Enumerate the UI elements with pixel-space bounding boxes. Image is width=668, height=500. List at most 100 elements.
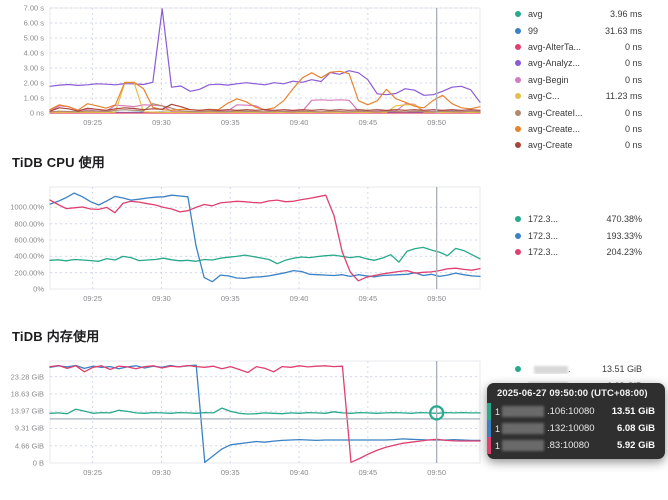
y-tick-label: 400.00% [14,251,44,261]
y-tick-label: 2.00 s [23,78,44,88]
legend-series-name: avg [528,9,543,20]
legend-color-dot [515,27,521,34]
legend-series-name: . [528,364,590,374]
legend-duration[interactable]: avg 3.96 ms 99 31.63 ms avg-AlterTa... 0 ns av… [515,6,665,154]
legend-item[interactable]: 99 31.63 ms [515,22,665,38]
x-tick-label: 09:25 [83,468,103,477]
legend-series-name: avg-CreateI... [528,107,583,118]
tooltip-series-color-bar [487,437,491,454]
y-tick-label: 23.28 GiB [10,372,44,382]
y-tick-label: 3.00 s [23,63,44,73]
redacted-ip-segment [502,423,544,434]
y-tick-label: 1000.00% [10,202,44,212]
chart-tidb-cpu[interactable]: 0% 200.00% 400.00% 600.00% 800.00% 1000.00% 0… [0,181,505,311]
x-tick-label: 09:40 [289,294,309,303]
legend-item[interactable]: . 13.51 GiB [515,361,665,377]
chart-tooltip: 2025-06-27 09:50:00 (UTC+08:00) 1 .106:10… [487,383,665,459]
tooltip-value: 5.92 GiB [616,440,655,451]
x-tick-label: 09:45 [358,294,378,303]
legend-series-name: avg-Analyz... [528,58,581,69]
legend-item[interactable]: avg-Create 0 ns [515,137,665,153]
y-tick-label: 4.66 GiB [14,441,44,451]
legend-series-value: 0 ns [624,74,642,85]
chart-svg-duration[interactable] [0,0,505,135]
x-tick-label: 09:50 [427,118,447,127]
tooltip-row: 1 .132:10080 6.08 GiB [487,420,665,437]
legend-item[interactable]: 172.3... 470.38% [515,211,665,227]
legend-color-dot [515,76,521,83]
legend-item[interactable]: 172.3... 204.23% [515,244,665,260]
x-tick-label: 09:40 [289,468,309,477]
y-tick-label: 1.00 s [23,93,44,103]
y-axis-labels-tidb-cpu: 0% 200.00% 400.00% 600.00% 800.00% 1000.00% [0,181,48,311]
legend-tidb-cpu[interactable]: 172.3... 470.38% 172.3... 193.33% 172.3... 20… [515,211,665,260]
redacted-ip-segment [502,440,544,451]
tooltip-row: 1 .83:10080 5.92 GiB [487,437,665,454]
tooltip-ip-prefix: 1 [495,440,501,451]
legend-item[interactable]: avg-CreateI... 0 ns [515,104,665,120]
y-tick-label: 0 B [32,458,44,468]
chart-svg-tidb-memory[interactable] [0,355,505,485]
legend-series-value: 13.51 GiB [601,364,642,375]
legend-item[interactable]: avg-Begin 0 ns [515,72,665,88]
legend-color-dot [515,109,521,116]
y-tick-label: 200.00% [14,268,44,278]
y-tick-label: 13.97 GiB [10,406,44,416]
legend-color-dot [515,216,521,223]
legend-series-value: 193.33% [606,230,642,241]
legend-color-dot [515,366,521,373]
legend-item[interactable]: avg-Analyz... 0 ns [515,55,665,71]
tooltip-header: 2025-06-27 09:50:00 (UTC+08:00) [497,388,648,399]
legend-series-value: 0 ns [624,41,642,52]
panel-title-tidb-cpu: TiDB CPU 使用 [12,155,105,170]
x-tick-label: 09:35 [220,118,240,127]
y-tick-label: 7.00 s [23,3,44,13]
y-tick-label: 6.00 s [23,18,44,28]
y-tick-label: 18.63 GiB [10,389,44,399]
legend-color-dot [515,248,521,255]
legend-color-dot [515,43,521,50]
y-tick-label: 0 ns [29,108,44,118]
chart-row-duration: 0 ns 1.00 s 2.00 s 3.00 s 4.00 s 5.00 s 6.00 s… [0,0,668,151]
legend-series-value: 204.23% [606,246,642,257]
legend-series-value: 31.63 ms [604,25,642,36]
tooltip-value: 13.51 GiB [611,406,655,417]
panel-title-tidb-memory: TiDB 内存使用 [12,329,100,344]
legend-series-value: 11.23 ms [605,91,642,102]
x-tick-label: 09:45 [358,468,378,477]
legend-series-name: avg-Create... [528,123,581,134]
panel-tidb-memory: TiDB 内存使用 0 B 4.66 GiB 9.31 GiB 13.97 GiB 18… [0,322,668,500]
legend-series-name: avg-Begin [528,74,569,85]
y-tick-label: 9.31 GiB [14,423,44,433]
x-tick-label: 09:25 [83,118,103,127]
chart-tidb-memory[interactable]: 0 B 4.66 GiB 9.31 GiB 13.97 GiB 18.63 GiB 23.… [0,355,505,485]
legend-item[interactable]: avg 3.96 ms [515,6,665,22]
legend-color-dot [515,232,521,239]
tooltip-body: 1.106:10080 13.51 GiB 1.132:10080 6.08 GiB 1… [487,403,665,459]
legend-series-value: 0 ns [624,123,642,134]
panel-tidb-cpu: TiDB CPU 使用 0% 200.00% 400.00% 600.00% 800.0… [0,148,668,322]
tooltip-row: 1 .106:10080 13.51 GiB [487,403,665,420]
redacted-label [534,365,568,374]
legend-series-name: avg-AlterTa... [528,41,582,52]
y-tick-label: 4.00 s [23,48,44,58]
legend-series-value: 470.38% [606,214,642,225]
legend-item[interactable]: avg-Create... 0 ns [515,121,665,137]
y-axis-labels-duration: 0 ns 1.00 s 2.00 s 3.00 s 4.00 s 5.00 s 6.00 s… [0,0,48,135]
legend-item[interactable]: 172.3... 193.33% [515,227,665,243]
tooltip-ip-prefix: 1 [495,406,501,417]
legend-series-name: 172.3... [528,230,559,241]
y-axis-labels-tidb-memory: 0 B 4.66 GiB 9.31 GiB 13.97 GiB 18.63 GiB 23.… [0,355,48,485]
chart-svg-tidb-cpu[interactable] [0,181,505,311]
legend-color-dot [515,142,521,149]
x-tick-label: 09:45 [358,118,378,127]
tooltip-ip-suffix: .83:10080 [547,440,590,451]
legend-item[interactable]: avg-AlterTa... 0 ns [515,39,665,55]
tooltip-ip-suffix: .132:10080 [547,423,595,434]
chart-duration[interactable]: 0 ns 1.00 s 2.00 s 3.00 s 4.00 s 5.00 s 6.00 s… [0,0,505,135]
chart-row-tidb-cpu: 0% 200.00% 400.00% 600.00% 800.00% 1000.00% 0… [0,181,668,311]
legend-series-name: avg-Create [528,140,573,151]
legend-series-value: 0 ns [624,107,642,118]
legend-item[interactable]: avg-C... 11.23 ms [515,88,665,104]
